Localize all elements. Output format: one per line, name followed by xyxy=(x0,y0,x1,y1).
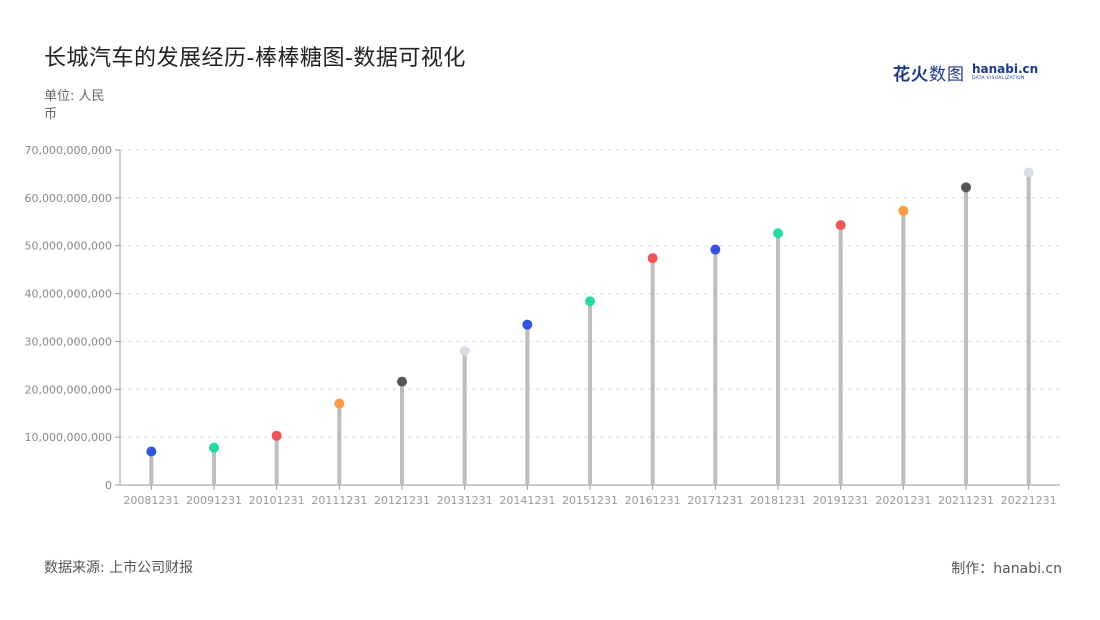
x-tick-label: 20191231 xyxy=(813,494,869,507)
lollipop-point xyxy=(773,228,783,239)
y-tick-label: 60,000,000,000 xyxy=(25,192,112,205)
unit-label: 单位: 人民币 xyxy=(44,89,105,122)
data-source: 数据来源: 上市公司财报 xyxy=(44,560,194,576)
y-tick-label: 0 xyxy=(105,479,112,492)
y-tick-label: 40,000,000,000 xyxy=(25,288,112,301)
x-tick-label: 20141231 xyxy=(499,494,555,507)
brand-name-cn: 花火数图 xyxy=(893,65,965,85)
x-tick-label: 20091231 xyxy=(186,494,242,507)
x-tick-label: 20221231 xyxy=(1001,494,1057,507)
x-tick-label: 20201231 xyxy=(875,494,931,507)
y-tick-label: 70,000,000,000 xyxy=(25,144,112,157)
x-tick-label: 20081231 xyxy=(123,494,179,507)
lollipop-point xyxy=(835,220,846,231)
lollipop-point xyxy=(209,442,219,453)
lollipop-point xyxy=(710,244,721,255)
x-tick-label: 20111231 xyxy=(311,494,367,507)
lollipop-point xyxy=(1023,167,1034,178)
x-tick-label: 20101231 xyxy=(249,494,305,507)
lollipop-point xyxy=(585,296,595,307)
x-tick-label: 20181231 xyxy=(750,494,806,507)
brand-name-en: hanabi.cn DATA VISUALIZATION xyxy=(972,62,1039,82)
lollipop-point xyxy=(146,446,157,457)
lollipop-point xyxy=(271,430,282,441)
chart-title: 长城汽车的发展经历-棒棒糖图-数据可视化 xyxy=(44,46,466,71)
lollipop-point xyxy=(334,398,345,409)
credit-label: 制作：hanabi.cn xyxy=(951,561,1062,577)
brand-logo: 花火数图 hanabi.cn DATA VISUALIZATION xyxy=(893,60,1038,85)
x-tick-label: 20121231 xyxy=(374,494,430,507)
x-tick-label: 20161231 xyxy=(625,494,681,507)
x-tick-label: 20131231 xyxy=(437,494,493,507)
y-tick-label: 20,000,000,000 xyxy=(25,383,112,396)
lollipop-point xyxy=(898,205,909,216)
lollipop-point xyxy=(522,319,533,330)
y-tick-label: 50,000,000,000 xyxy=(25,240,112,253)
y-tick-label: 10,000,000,000 xyxy=(25,431,112,444)
lollipop-point xyxy=(961,182,971,193)
x-tick-label: 20211231 xyxy=(938,494,994,507)
lollipop-point xyxy=(459,346,470,356)
y-tick-label: 30,000,000,000 xyxy=(25,335,112,348)
x-tick-label: 20171231 xyxy=(687,494,743,507)
x-tick-label: 20151231 xyxy=(562,494,618,507)
lollipop-point xyxy=(647,253,658,264)
lollipop-point xyxy=(397,376,407,387)
